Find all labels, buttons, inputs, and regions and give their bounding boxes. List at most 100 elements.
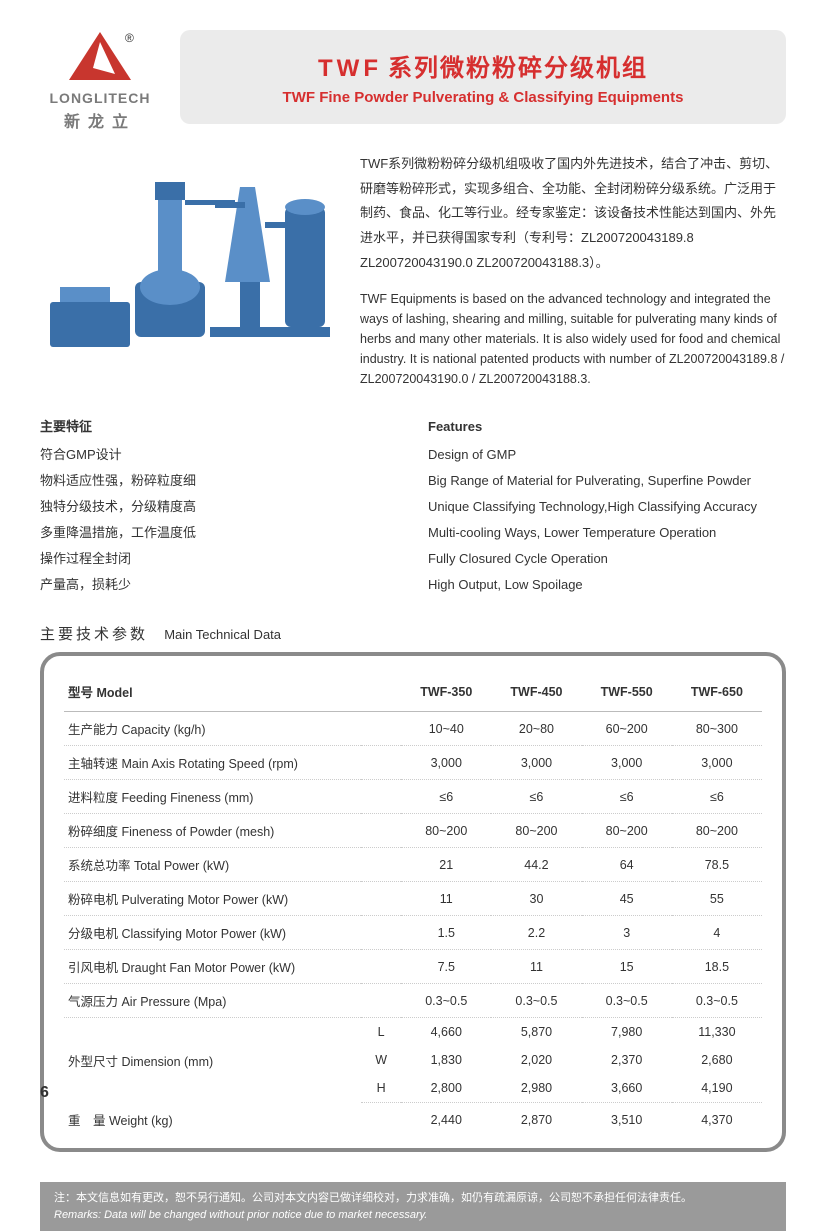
row-val: 2,980: [491, 1074, 581, 1103]
row-val: 0.3~0.5: [491, 984, 581, 1018]
row-val: 4,370: [672, 1103, 762, 1137]
table-body: 生产能力 Capacity (kg/h)10~4020~8060~20080~3…: [64, 712, 762, 1137]
footer-en: Remarks: Data will be changed without pr…: [54, 1207, 772, 1224]
row-val: 2,800: [401, 1074, 491, 1103]
title-en: TWF Fine Powder Pulverating & Classifyin…: [190, 89, 776, 106]
row-val: ≤6: [401, 780, 491, 814]
row-val: 11,330: [672, 1018, 762, 1047]
row-val: 7.5: [401, 950, 491, 984]
row-val: 2,440: [401, 1103, 491, 1137]
spec-table: 型号 Model TWF-350 TWF-450 TWF-550 TWF-650…: [64, 674, 762, 1136]
row-label: 粉碎细度 Fineness of Powder (mesh): [64, 814, 401, 848]
feature-en-item: Fully Closured Cycle Operation: [428, 546, 786, 572]
page-number: 6: [40, 1084, 49, 1102]
table-header-row: 型号 Model TWF-350 TWF-450 TWF-550 TWF-650: [64, 674, 762, 712]
table-row: 分级电机 Classifying Motor Power (kW)1.52.23…: [64, 916, 762, 950]
feature-en-item: Big Range of Material for Pulverating, S…: [428, 468, 786, 494]
table-row: 粉碎电机 Pulverating Motor Power (kW)1130455…: [64, 882, 762, 916]
row-val: 3,000: [672, 746, 762, 780]
row-val: 0.3~0.5: [672, 984, 762, 1018]
table-row: 生产能力 Capacity (kg/h)10~4020~8060~20080~3…: [64, 712, 762, 746]
logo-brand-en: LONGLITECH: [40, 90, 160, 106]
th-model-3: TWF-650: [672, 674, 762, 712]
row-val: 2,020: [491, 1046, 581, 1074]
row-label: 重 量 Weight (kg): [64, 1103, 401, 1137]
logo-brand-cn: 新龙立: [40, 108, 160, 132]
feature-en-item: Design of GMP: [428, 442, 786, 468]
feature-en-item: Unique Classifying Technology,High Class…: [428, 494, 786, 520]
title-cn-text: 系列微粉粉碎分级机组: [388, 55, 648, 82]
dim-sub: W: [361, 1046, 401, 1074]
row-val: 80~300: [672, 712, 762, 746]
features-cn-col: 主要特征 符合GMP设计 物料适应性强，粉碎粒度细 独特分级技术，分级精度高 多…: [40, 414, 398, 598]
row-val: 78.5: [672, 848, 762, 882]
svg-text:®: ®: [125, 31, 134, 45]
row-val: 21: [401, 848, 491, 882]
row-val: 18.5: [672, 950, 762, 984]
row-val: 64: [582, 848, 672, 882]
title-cn: TWF系列微粉粉碎分级机组: [190, 48, 776, 83]
row-val: 60~200: [582, 712, 672, 746]
row-val: 7,980: [582, 1018, 672, 1047]
th-model-2: TWF-550: [582, 674, 672, 712]
row-val: 30: [491, 882, 581, 916]
feature-cn-item: 产量高，损耗少: [40, 572, 398, 598]
row-val: 1.5: [401, 916, 491, 950]
table-row: 进料粒度 Feeding Fineness (mm)≤6≤6≤6≤6: [64, 780, 762, 814]
row-val: ≤6: [672, 780, 762, 814]
intro-cn: TWF系列微粉粉碎分级机组吸收了国内外先进技术，结合了冲击、剪切、研磨等粉碎形式…: [360, 152, 786, 275]
features-cn-header: 主要特征: [40, 414, 398, 440]
row-val: 11: [491, 950, 581, 984]
feature-en-item: High Output, Low Spoilage: [428, 572, 786, 598]
row-val: 2,370: [582, 1046, 672, 1074]
title-box: TWF系列微粉粉碎分级机组 TWF Fine Powder Pulveratin…: [180, 30, 786, 124]
table-row: 系统总功率 Total Power (kW)2144.26478.5: [64, 848, 762, 882]
row-val: 3,660: [582, 1074, 672, 1103]
row-label: 生产能力 Capacity (kg/h): [64, 712, 401, 746]
th-model-0: TWF-350: [401, 674, 491, 712]
row-label: 进料粒度 Feeding Fineness (mm): [64, 780, 401, 814]
tech-section-title: 主要技术参数 Main Technical Data: [40, 623, 786, 644]
feature-en-item: Multi-cooling Ways, Lower Temperature Op…: [428, 520, 786, 546]
intro-en: TWF Equipments is based on the advanced …: [360, 289, 786, 389]
header-row: ® LONGLITECH 新龙立 TWF系列微粉粉碎分级机组 TWF Fine …: [40, 30, 786, 132]
row-val: 4,190: [672, 1074, 762, 1103]
footer-cn: 注：本文信息如有更改，恕不另行通知。公司对本文内容已做详细校对，力求准确，如仍有…: [54, 1190, 772, 1207]
tech-title-en: Main Technical Data: [164, 627, 281, 642]
row-val: 2,680: [672, 1046, 762, 1074]
row-val: 2.2: [491, 916, 581, 950]
feature-cn-item: 符合GMP设计: [40, 442, 398, 468]
row-label: 气源压力 Air Pressure (Mpa): [64, 984, 401, 1018]
row-val: 15: [582, 950, 672, 984]
table-row: 重 量 Weight (kg)2,4402,8703,5104,370: [64, 1103, 762, 1137]
row-label: 粉碎电机 Pulverating Motor Power (kW): [64, 882, 401, 916]
row-val: 0.3~0.5: [401, 984, 491, 1018]
spec-table-wrap: 型号 Model TWF-350 TWF-450 TWF-550 TWF-650…: [40, 652, 786, 1152]
row-val: 3,000: [491, 746, 581, 780]
feature-cn-item: 独特分级技术，分级精度高: [40, 494, 398, 520]
row-val: 3,000: [401, 746, 491, 780]
feature-cn-item: 物料适应性强，粉碎粒度细: [40, 468, 398, 494]
th-model-1: TWF-450: [491, 674, 581, 712]
dim-label: 外型尺寸 Dimension (mm): [64, 1018, 361, 1103]
row-val: 3,000: [582, 746, 672, 780]
row-val: 2,870: [491, 1103, 581, 1137]
footer-note: 注：本文信息如有更改，恕不另行通知。公司对本文内容已做详细校对，力求准确，如仍有…: [40, 1182, 786, 1231]
row-val: 3: [582, 916, 672, 950]
feature-cn-item: 多重降温措施，工作温度低: [40, 520, 398, 546]
row-val: ≤6: [491, 780, 581, 814]
product-image: [40, 152, 340, 362]
intro-text: TWF系列微粉粉碎分级机组吸收了国内外先进技术，结合了冲击、剪切、研磨等粉碎形式…: [360, 152, 786, 389]
title-prefix: TWF: [318, 55, 382, 82]
row-val: 80~200: [401, 814, 491, 848]
row-val: 45: [582, 882, 672, 916]
row-val: 11: [401, 882, 491, 916]
table-row: 引风电机 Draught Fan Motor Power (kW)7.51115…: [64, 950, 762, 984]
row-val: 44.2: [491, 848, 581, 882]
row-val: 4: [672, 916, 762, 950]
row-label: 引风电机 Draught Fan Motor Power (kW): [64, 950, 401, 984]
row-val: 80~200: [491, 814, 581, 848]
row-label: 主轴转速 Main Axis Rotating Speed (rpm): [64, 746, 401, 780]
features-row: 主要特征 符合GMP设计 物料适应性强，粉碎粒度细 独特分级技术，分级精度高 多…: [40, 414, 786, 598]
row-val: 5,870: [491, 1018, 581, 1047]
